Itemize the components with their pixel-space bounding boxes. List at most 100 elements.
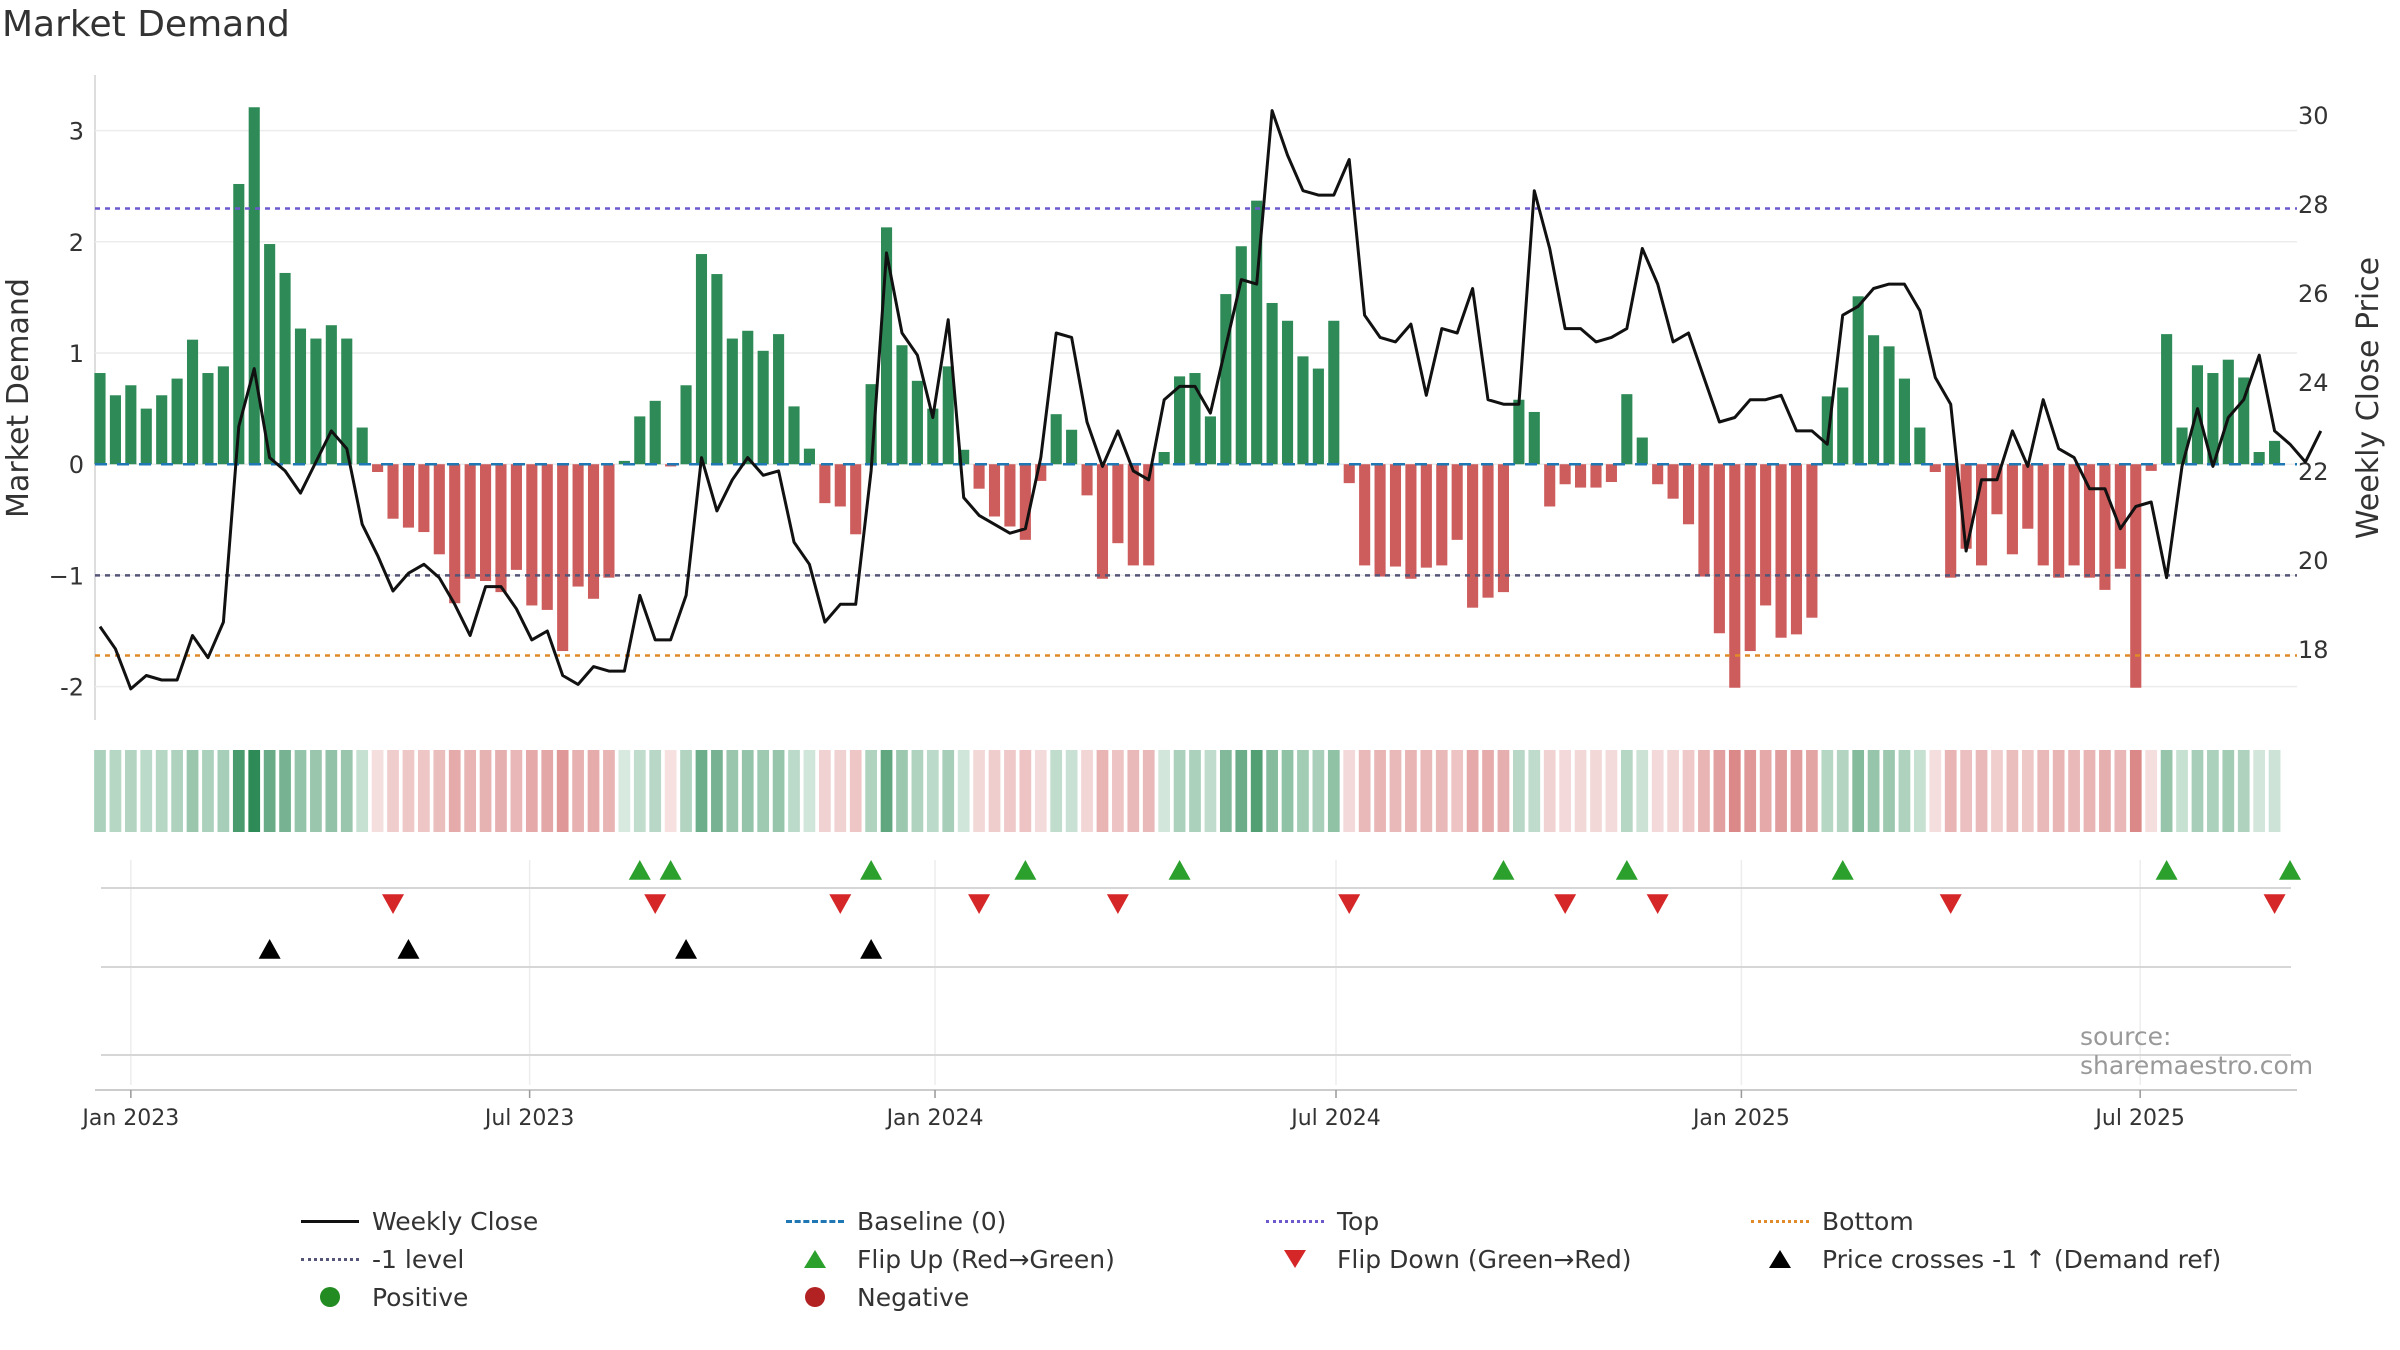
demand-bar bbox=[1729, 464, 1741, 688]
demand-bar bbox=[1790, 464, 1803, 635]
demand-heat-cell bbox=[1913, 750, 1926, 832]
y2-tick-label: 26 bbox=[2298, 280, 2329, 308]
demand-heat-cell bbox=[402, 750, 415, 832]
demand-bar bbox=[433, 464, 445, 555]
demand-heat-cell bbox=[1667, 750, 1679, 832]
demand-bar bbox=[510, 464, 522, 570]
demand-heat-cell bbox=[1574, 750, 1587, 832]
y2-tick-label: 28 bbox=[2298, 191, 2329, 219]
y2-tick-label: 24 bbox=[2298, 369, 2329, 397]
demand-heat-cell bbox=[109, 750, 122, 832]
flip-up-marker bbox=[1615, 860, 1638, 880]
demand-heat-cell bbox=[556, 750, 569, 832]
demand-bar bbox=[618, 460, 630, 465]
demand-bar bbox=[695, 254, 708, 465]
flip-down-marker bbox=[968, 894, 991, 914]
y2-tick-label: 18 bbox=[2298, 636, 2329, 664]
demand-bar bbox=[2238, 377, 2250, 465]
demand-heat-cell bbox=[510, 750, 523, 832]
demand-heat-cell bbox=[94, 750, 106, 832]
demand-bar bbox=[1744, 464, 1756, 652]
demand-bar bbox=[834, 464, 846, 507]
demand-heat-cell bbox=[1975, 750, 1988, 832]
demand-heat-cell bbox=[1435, 750, 1448, 832]
demand-bar bbox=[1405, 464, 1417, 579]
demand-bar bbox=[1605, 464, 1617, 483]
demand-heat-cell bbox=[1482, 750, 1494, 832]
y2-tick-label: 30 bbox=[2298, 102, 2329, 130]
flip-up-marker bbox=[2155, 860, 2178, 880]
chart-legend: Weekly Close Baseline (0) Top Bottom -1 leve… bbox=[300, 1206, 2300, 1336]
demand-bar bbox=[480, 464, 492, 581]
demand-bar bbox=[1575, 464, 1587, 488]
demand-bar bbox=[310, 338, 322, 465]
flip-down-marker bbox=[382, 894, 405, 914]
demand-bar bbox=[2114, 464, 2126, 569]
flip-down-marker bbox=[1646, 894, 1669, 914]
demand-heat-cell bbox=[448, 750, 461, 832]
demand-bar bbox=[711, 274, 723, 465]
demand-heat-cell bbox=[2253, 750, 2266, 832]
demand-bar bbox=[1312, 368, 1324, 465]
demand-heat-cell bbox=[2083, 750, 2096, 832]
demand-heat-cell bbox=[788, 750, 800, 832]
demand-bar bbox=[1235, 246, 1247, 465]
demand-bar bbox=[1898, 378, 1910, 465]
demand-heat-cell bbox=[1883, 750, 1895, 832]
demand-heat-cell bbox=[1096, 750, 1109, 832]
demand-heat-cell bbox=[896, 750, 908, 832]
price-cross-marker bbox=[258, 939, 281, 959]
legend-label: Bottom bbox=[1822, 1206, 1914, 1236]
demand-heat-cell bbox=[2160, 750, 2173, 832]
demand-heat-cell bbox=[356, 750, 369, 832]
demand-bar bbox=[2176, 427, 2188, 465]
y-tick-label: -2 bbox=[60, 674, 84, 702]
demand-bar bbox=[1266, 302, 1278, 465]
flip-up-marker bbox=[659, 860, 682, 880]
legend-item: Top bbox=[1265, 1206, 1379, 1236]
demand-bar bbox=[2006, 464, 2018, 555]
demand-bar bbox=[186, 339, 199, 465]
demand-bar bbox=[1127, 464, 1139, 566]
y-axis-label: Market Demand bbox=[1, 278, 36, 518]
demand-bar bbox=[1945, 464, 1957, 578]
flip-down-marker bbox=[1939, 894, 1962, 914]
demand-heat-cell bbox=[1081, 750, 1093, 832]
demand-heat-cell bbox=[1158, 750, 1171, 832]
demand-bar bbox=[1868, 335, 1880, 465]
demand-heat-cell bbox=[2268, 750, 2281, 832]
demand-heat-cell bbox=[1944, 750, 1957, 832]
demand-bar bbox=[1559, 464, 1571, 485]
demand-heat-cell bbox=[525, 750, 538, 832]
demand-heat-cell bbox=[263, 750, 276, 832]
demand-heat-cell bbox=[1405, 750, 1417, 832]
demand-heat-cell bbox=[711, 750, 723, 832]
demand-bar bbox=[1929, 464, 1941, 473]
demand-heat-cell bbox=[1775, 750, 1787, 832]
demand-heat-cell bbox=[942, 750, 955, 832]
demand-bar bbox=[603, 464, 615, 578]
x-tick-label: Jul 2024 bbox=[1289, 1106, 1381, 1131]
demand-bar bbox=[1883, 346, 1895, 465]
legend-swatch bbox=[300, 1282, 360, 1312]
demand-bar bbox=[1004, 464, 1016, 527]
demand-heat-cell bbox=[1343, 750, 1356, 832]
demand-heat-cell bbox=[2099, 750, 2111, 832]
price-cross-marker bbox=[675, 939, 698, 959]
demand-heat-cell bbox=[2021, 750, 2034, 832]
flip-up-marker bbox=[1492, 860, 1515, 880]
demand-heat-cell bbox=[1852, 750, 1865, 832]
demand-heat-cell bbox=[1112, 750, 1124, 832]
demand-heat-cell bbox=[1050, 750, 1063, 832]
demand-bar bbox=[1035, 464, 1047, 481]
chart-title: Market Demand bbox=[2, 4, 290, 45]
demand-heat-cell bbox=[1266, 750, 1278, 832]
demand-heat-cell bbox=[1451, 750, 1464, 832]
demand-bar bbox=[356, 427, 368, 465]
demand-bar bbox=[1389, 464, 1402, 567]
demand-heat-cell bbox=[1297, 750, 1309, 832]
demand-bar bbox=[865, 384, 877, 465]
demand-bar bbox=[1621, 394, 1633, 465]
demand-bar bbox=[294, 328, 307, 465]
demand-heat-cell bbox=[1759, 750, 1772, 832]
